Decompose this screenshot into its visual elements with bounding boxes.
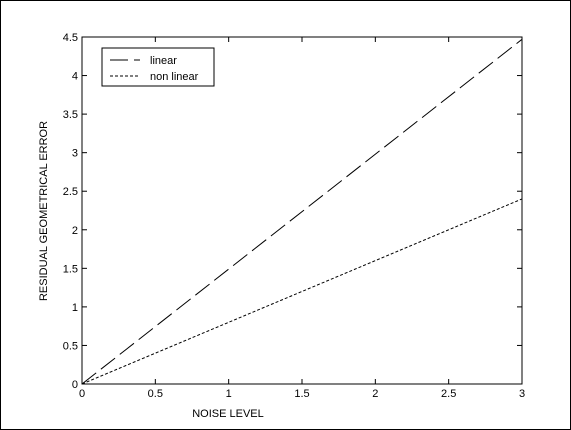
series-group: [81, 38, 523, 385]
x-tick-label: 1: [226, 388, 232, 400]
series-line-linear: [81, 38, 523, 385]
y-tick-label: 3.5: [63, 109, 78, 121]
y-tick-label: 1: [72, 302, 78, 314]
x-tick-label: 3: [519, 388, 525, 400]
y-tick-label: 0: [72, 379, 78, 391]
y-tick-label: 2: [72, 225, 78, 237]
series-line-non-linear: [81, 198, 523, 385]
y-axis: 0 0.5 1 1.5 2 2.5 3 3.5 4 4.5: [63, 32, 522, 391]
x-axis: 0 0.5 1 1.5 2 2.5 3: [79, 37, 525, 400]
y-tick-label: 2.5: [63, 186, 78, 198]
x-axis-label: NOISE LEVEL: [192, 408, 264, 420]
legend-box: [101, 47, 215, 87]
y-tick-label: 0.5: [63, 340, 78, 352]
x-tick-label: 1.5: [294, 388, 309, 400]
x-tick-label: 2.5: [441, 388, 456, 400]
x-tick-label: 2: [372, 388, 378, 400]
y-axis-label: RESIDUAL GEOMETRICAL ERROR: [38, 121, 50, 301]
y-tick-label: 3: [72, 148, 78, 160]
x-tick-label: 0.5: [148, 388, 163, 400]
y-tick-label: 4: [72, 71, 78, 83]
legend: linear non linear: [101, 47, 215, 87]
legend-label: linear: [150, 55, 177, 67]
x-tick-label: 0: [79, 388, 85, 400]
legend-label: non linear: [150, 71, 199, 83]
y-tick-label: 4.5: [63, 32, 78, 44]
y-tick-label: 1.5: [63, 263, 78, 275]
